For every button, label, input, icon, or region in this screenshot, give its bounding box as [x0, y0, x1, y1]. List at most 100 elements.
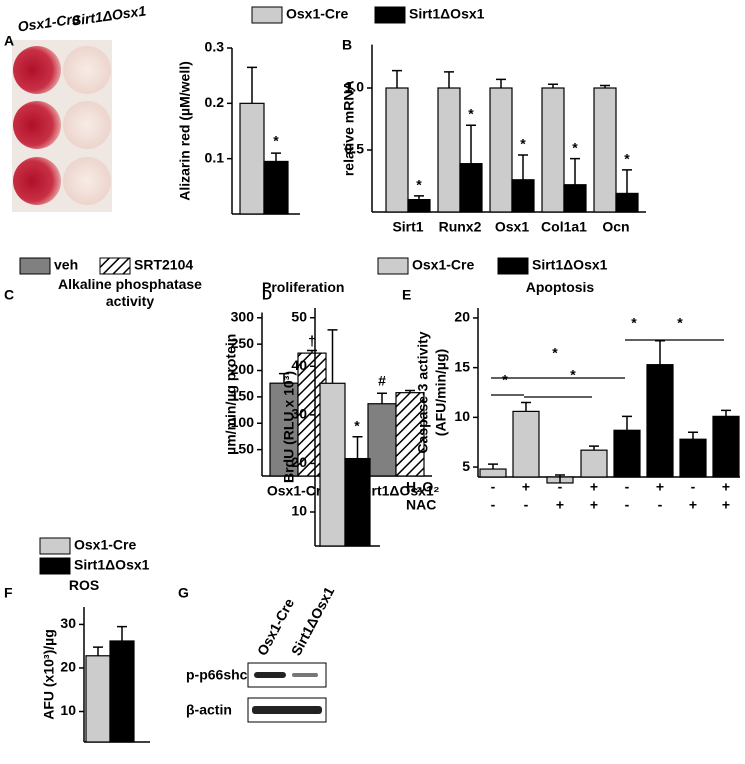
bar [269, 382, 299, 477]
legend-label: Osx1-Cre [286, 6, 348, 22]
row-value: - [491, 497, 496, 513]
legend-swatch [497, 257, 529, 275]
bar [646, 364, 674, 478]
annotation: * [354, 418, 360, 434]
annotation: * [502, 372, 508, 388]
chart-title: ROS [68, 577, 100, 593]
y-tick-label: 10 [60, 702, 76, 718]
y-axis-label: (AFU/min/µg) [433, 349, 449, 436]
panel-label: F [4, 585, 13, 601]
error-bar [622, 415, 632, 431]
bar [479, 468, 507, 478]
error-bar [352, 435, 363, 459]
y-tick-label: 150 [231, 388, 255, 404]
bar [593, 87, 617, 213]
legend-swatch [39, 537, 71, 555]
row-value: + [722, 479, 730, 495]
legend-label: Osx1-Cre [412, 257, 474, 273]
blot-column-label: Sirt1ΔOsx1 [288, 584, 338, 658]
panel-label: A [4, 33, 14, 49]
legend-swatch [19, 257, 51, 275]
y-tick-label: 300 [231, 308, 255, 324]
chart-title: Apoptosis [525, 279, 595, 295]
error-bar [271, 152, 281, 162]
row-value: + [522, 479, 530, 495]
y-tick-label: 0.1 [205, 149, 225, 165]
y-tick-label: 40 [291, 357, 307, 373]
bar [239, 102, 265, 215]
y-tick-label: 30 [291, 406, 307, 422]
error-bar [589, 445, 599, 451]
y-tick-label: 100 [231, 414, 255, 430]
bar [109, 640, 135, 743]
row-label: H₂O₂ [406, 479, 439, 495]
blot-band [292, 673, 318, 677]
chart-title: Proliferation [262, 279, 345, 295]
row-value: - [625, 497, 630, 513]
chart-title: Alkaline phosphatase activity [58, 276, 202, 309]
bar [385, 87, 409, 213]
panel-label: E [402, 287, 411, 303]
annotation: * [520, 136, 526, 152]
x-tick-label: Runx2 [439, 219, 482, 235]
y-tick-label: 10 [454, 408, 470, 424]
legend-label: SRT2104 [134, 257, 193, 273]
annotation: * [624, 151, 630, 167]
annotation: * [416, 177, 422, 193]
error-bar [466, 124, 476, 164]
x-tick-label: Sirt1ΔOsx1 [358, 483, 434, 499]
y-tick-label: 0.3 [205, 39, 225, 55]
bar [541, 87, 565, 213]
error-bar [570, 157, 580, 185]
bar [615, 192, 639, 213]
error-bar [518, 154, 528, 180]
error-bar [555, 474, 565, 483]
legend-label: veh [54, 257, 78, 273]
plate-image [12, 40, 112, 212]
error-bar [688, 431, 698, 440]
row-label: NAC [406, 497, 436, 513]
y-tick-label: 0.2 [205, 94, 225, 110]
bar [407, 199, 431, 213]
y-tick-label: 30 [60, 615, 76, 631]
y-axis-label: relative mRNA [341, 80, 357, 176]
legend-label: Sirt1ΔOsx1 [74, 557, 150, 573]
legend-swatch [374, 6, 406, 24]
y-tick-label: 250 [231, 335, 255, 351]
x-tick-label: Sirt1 [392, 219, 423, 235]
row-value: + [722, 497, 730, 513]
error-bar [721, 409, 731, 417]
error-bar [444, 71, 454, 88]
error-bar [622, 169, 632, 194]
legend-swatch [251, 6, 283, 24]
error-bar [93, 646, 103, 656]
annotation: * [572, 140, 578, 156]
x-tick-label: Ocn [602, 219, 629, 235]
bar [437, 87, 461, 213]
blot-band [254, 672, 286, 678]
row-value: - [625, 479, 630, 495]
y-axis-label: AFU (x10³)/µg [41, 629, 57, 720]
legend-label: Sirt1ΔOsx1 [409, 6, 485, 22]
legend-swatch [377, 257, 409, 275]
error-bar [600, 84, 610, 88]
annotation: * [677, 315, 683, 331]
x-tick-label: Col1a1 [541, 219, 587, 235]
legend-label: Osx1-Cre [74, 537, 136, 553]
y-tick-label: 1.0 [345, 79, 365, 95]
error-bar [488, 463, 498, 470]
x-tick-label: Osx1 [495, 219, 529, 235]
bar [580, 449, 608, 478]
error-bar [496, 78, 506, 88]
y-tick-label: 50 [238, 440, 254, 456]
bar [263, 160, 289, 215]
legend-label: Sirt1ΔOsx1 [532, 257, 608, 273]
bar [319, 382, 346, 547]
row-value: + [590, 479, 598, 495]
panel-label: D [262, 287, 272, 303]
panel-label: B [342, 37, 352, 53]
y-axis-label: Alizarin red (µM/well) [177, 61, 193, 201]
blot-band [252, 706, 322, 714]
